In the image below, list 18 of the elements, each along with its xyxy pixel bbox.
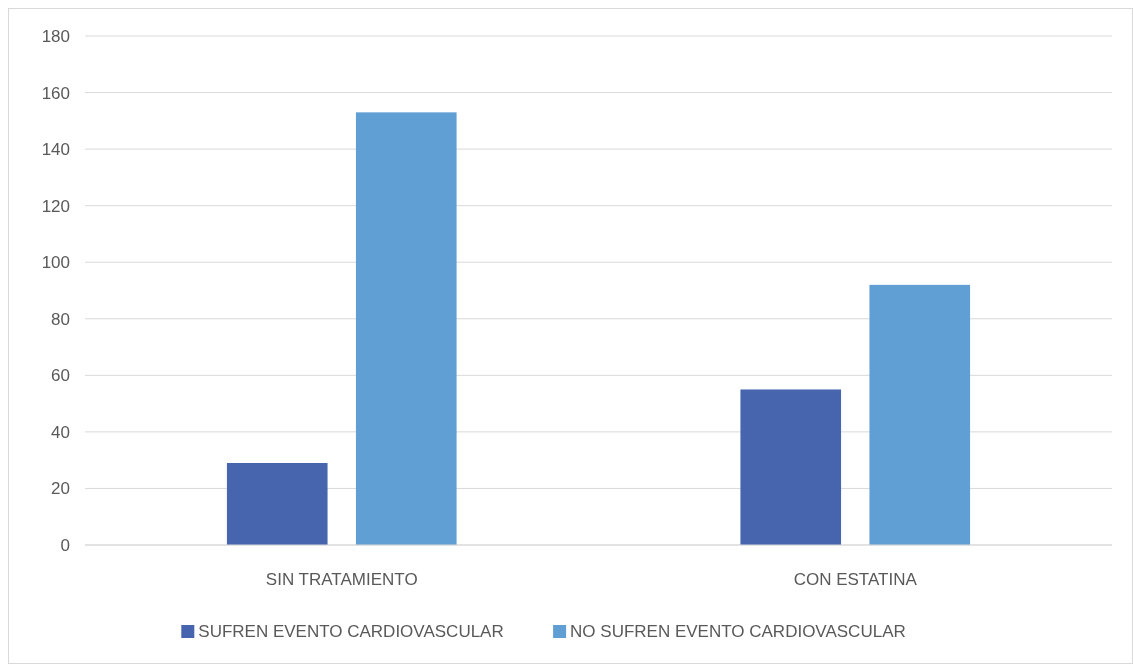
legend-label: SUFREN EVENTO CARDIOVASCULAR [198, 622, 504, 642]
y-tick-label: 100 [41, 253, 70, 273]
x-tick-label: CON ESTATINA [793, 570, 918, 589]
y-tick-label: 80 [51, 309, 70, 329]
bar [869, 284, 971, 545]
y-tick-label: 160 [41, 83, 70, 103]
y-tick-label: 60 [51, 366, 70, 386]
bar [740, 389, 842, 545]
bar [226, 462, 328, 545]
y-tick-label: 40 [51, 422, 70, 442]
y-tick-label: 120 [41, 196, 70, 216]
y-tick-label: 0 [60, 535, 70, 555]
legend-label: NO SUFREN EVENTO CARDIOVASCULAR [570, 622, 906, 642]
y-tick-label: 180 [41, 26, 70, 46]
bar [355, 112, 457, 545]
y-tick-label: 20 [51, 479, 70, 499]
y-tick-label: 140 [41, 140, 70, 160]
x-tick-label: SIN TRATAMIENTO [265, 570, 418, 589]
